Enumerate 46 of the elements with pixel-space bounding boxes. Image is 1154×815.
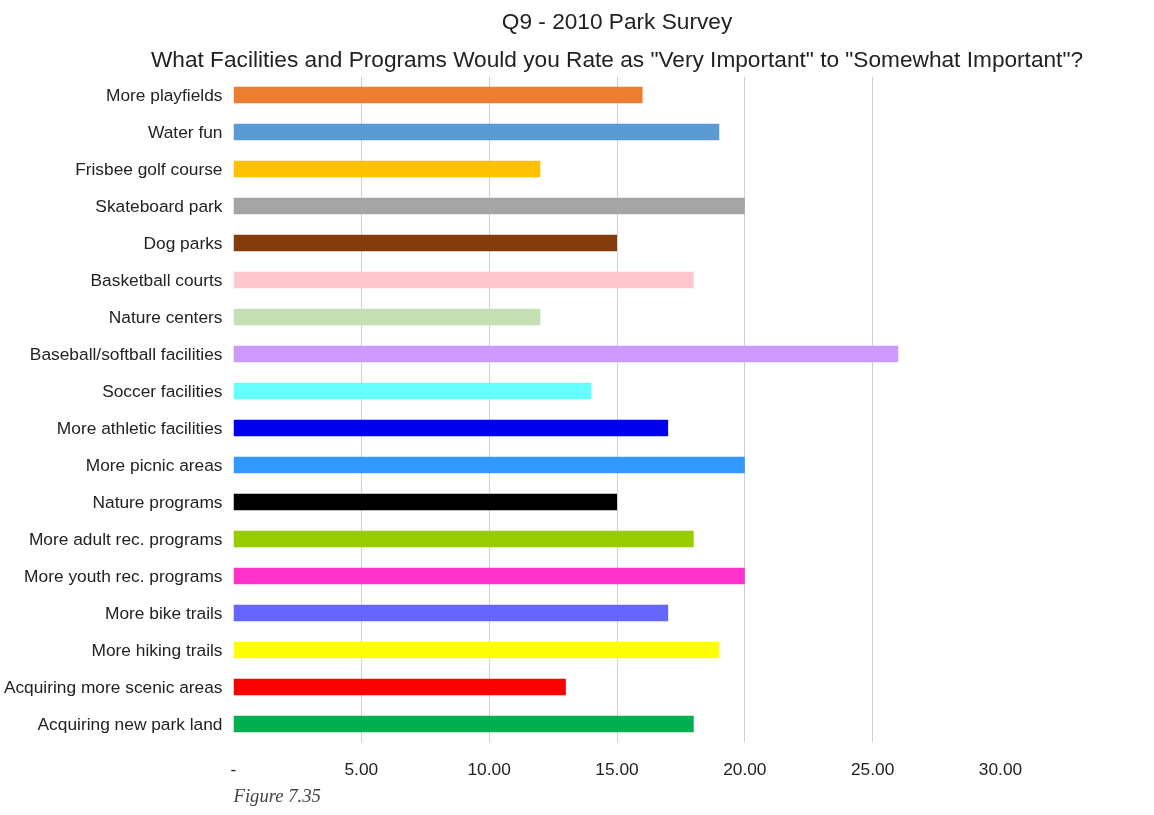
y-tick-label: More youth rec. programs <box>24 566 223 586</box>
bar <box>233 715 694 733</box>
y-tick-label: Acquiring more scenic areas <box>3 677 223 697</box>
x-tick-label: 10.00 <box>467 758 511 779</box>
bar <box>233 678 566 696</box>
y-tick-label: Dog parks <box>143 233 223 253</box>
y-tick-label: More playfields <box>105 85 223 105</box>
bar <box>233 123 720 141</box>
bar <box>233 271 694 289</box>
y-tick-label: More hiking trails <box>91 640 223 660</box>
y-tick-label: Nature centers <box>108 307 223 327</box>
bar <box>233 567 745 585</box>
y-tick-label: Acquiring new park land <box>37 714 223 734</box>
x-tick-label: 15.00 <box>595 758 639 779</box>
x-tick-label: 20.00 <box>723 758 767 779</box>
bar <box>233 86 643 104</box>
x-tick-label: 5.00 <box>344 758 379 779</box>
y-tick-label: More picnic areas <box>85 455 223 475</box>
chart-title: Q9 - 2010 Park Survey <box>501 7 733 34</box>
y-tick-label: Nature programs <box>92 492 223 512</box>
y-tick-label: Basketball courts <box>90 270 223 290</box>
bar <box>233 197 745 215</box>
bar <box>233 530 694 548</box>
bar <box>233 604 669 622</box>
y-tick-label: Water fun <box>148 122 223 142</box>
bar <box>233 456 745 474</box>
chart-subtitle: What Facilities and Programs Would you Rate as "Very Important" to "Somewhat Important"? <box>150 45 1084 72</box>
bar <box>233 160 541 178</box>
y-tick-label: Soccer facilities <box>102 381 223 401</box>
y-tick-label: More adult rec. programs <box>28 529 223 549</box>
y-tick-label: More bike trails <box>105 603 223 623</box>
y-tick-label: Frisbee golf course <box>75 159 223 179</box>
bar <box>233 419 669 437</box>
bar <box>233 641 720 659</box>
bar <box>233 345 899 363</box>
x-tick-label: - <box>230 758 237 779</box>
y-tick-label: More athletic facilities <box>56 418 223 438</box>
bar <box>233 234 617 252</box>
x-tick-label: 25.00 <box>850 758 895 779</box>
y-tick-label: Baseball/softball facilities <box>29 344 223 364</box>
bar <box>233 308 541 326</box>
bar <box>233 382 592 400</box>
y-tick-label: Skateboard park <box>95 196 223 216</box>
x-tick-label: 30.00 <box>978 758 1023 779</box>
bar <box>233 493 617 511</box>
caption: Figure 7.35 <box>232 784 321 806</box>
